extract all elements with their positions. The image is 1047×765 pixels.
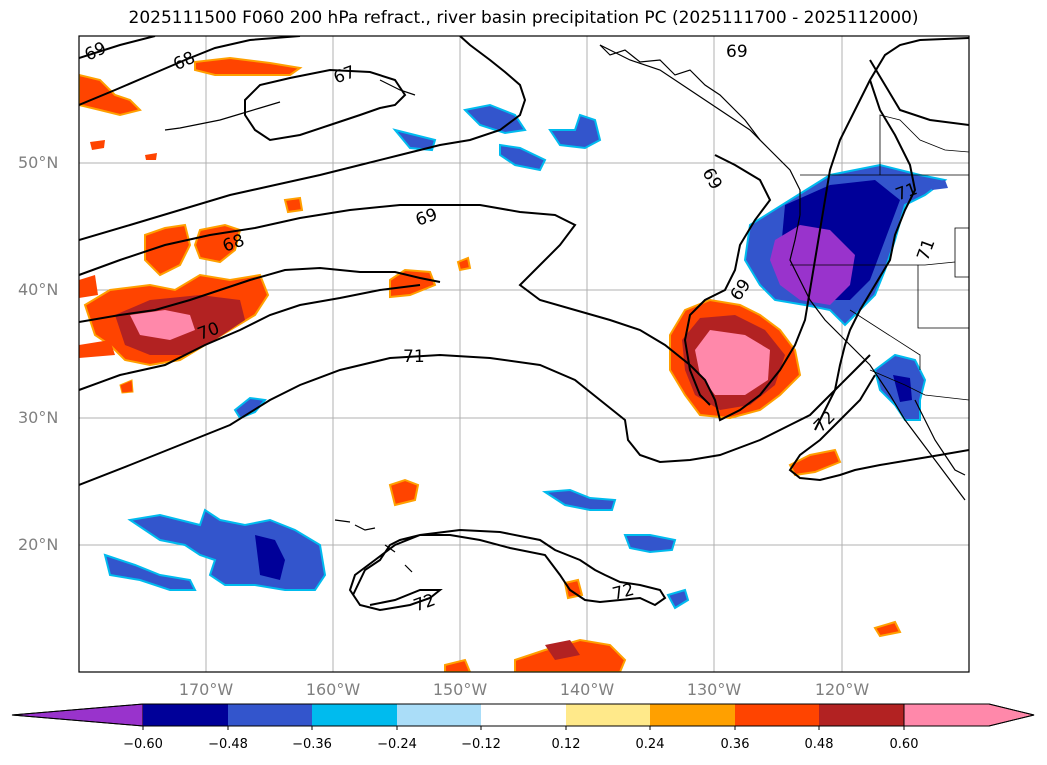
positive-precip-areas: [79, 56, 902, 672]
colorbar-tick-label: 0.24: [635, 737, 665, 752]
longitude-label: 130°W: [686, 680, 742, 699]
map-title: 2025111500 F060 200 hPa refract., river …: [128, 8, 919, 28]
colorbar-swatch: [481, 704, 566, 726]
colorbar-swatch: [228, 704, 312, 726]
colorbar-tick-label: −0.24: [377, 737, 417, 752]
contour-label: 69: [698, 165, 726, 194]
latitude-label: 20°N: [18, 535, 59, 554]
colorbar-swatch: [312, 704, 397, 726]
colorbar-swatch: [735, 704, 819, 726]
colorbar-tick-label: 0.60: [889, 737, 919, 752]
colorbar-swatch: [11, 703, 144, 727]
colorbar-tick-label: −0.60: [123, 737, 163, 752]
latitude-label: 50°N: [18, 153, 59, 172]
negative-precip-areas: [103, 103, 948, 610]
colorbar-tick-label: −0.48: [208, 737, 248, 752]
contour-label: 69: [726, 42, 748, 62]
colorbar-tick-label: −0.12: [461, 737, 501, 752]
colorbar-tick-label: 0.48: [804, 737, 834, 752]
longitude-label: 120°W: [814, 680, 870, 699]
colorbar-swatch: [650, 704, 735, 726]
colorbar-tick-label: 0.36: [720, 737, 750, 752]
refractivity-contours: [79, 36, 969, 612]
latitude-label: 30°N: [18, 408, 59, 427]
colorbar-swatch: [819, 704, 904, 726]
colorbar-swatch: [397, 704, 481, 726]
colorbar-swatch: [903, 703, 1035, 727]
coastlines: [164, 44, 966, 573]
longitude-label: 150°W: [432, 680, 488, 699]
colorbar-swatch: [566, 704, 650, 726]
map-frame: [78, 35, 970, 673]
latitude-label: 40°N: [18, 280, 59, 299]
contour-label: 71: [403, 347, 425, 367]
contour-label: 69: [82, 38, 110, 65]
contour-label: 68: [170, 48, 198, 75]
longitude-label: 160°W: [305, 680, 361, 699]
longitude-label: 170°W: [178, 680, 234, 699]
contour-label: 67: [331, 62, 358, 88]
colorbar-tick-label: 0.12: [551, 737, 581, 752]
colorbar-tick-label: −0.36: [292, 737, 332, 752]
colorbar-swatch: [143, 704, 228, 726]
colorbar: [11, 703, 1035, 730]
longitude-label: 140°W: [559, 680, 615, 699]
contour-label: 69: [413, 205, 440, 231]
contour-label: 71: [913, 236, 939, 263]
